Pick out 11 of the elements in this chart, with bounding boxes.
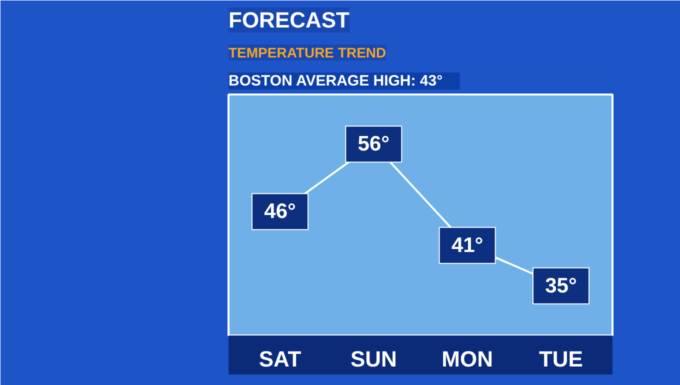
data-label: 35° xyxy=(545,274,577,298)
data-label: 46° xyxy=(264,200,296,224)
chart-title: FORECAST xyxy=(228,8,350,32)
x-tick-label: TUE xyxy=(538,346,583,372)
text: BOSTON AVERAGE HIGH: 43° xyxy=(228,72,443,90)
x-tick-label: SUN xyxy=(350,346,397,372)
data-label: 56° xyxy=(358,132,390,156)
x-tick-label: SAT xyxy=(258,346,302,372)
data-label: 41° xyxy=(451,234,484,257)
x-tick-label: MON xyxy=(442,346,493,372)
chart-subtitle: TEMPERATURE TREND xyxy=(228,44,386,60)
